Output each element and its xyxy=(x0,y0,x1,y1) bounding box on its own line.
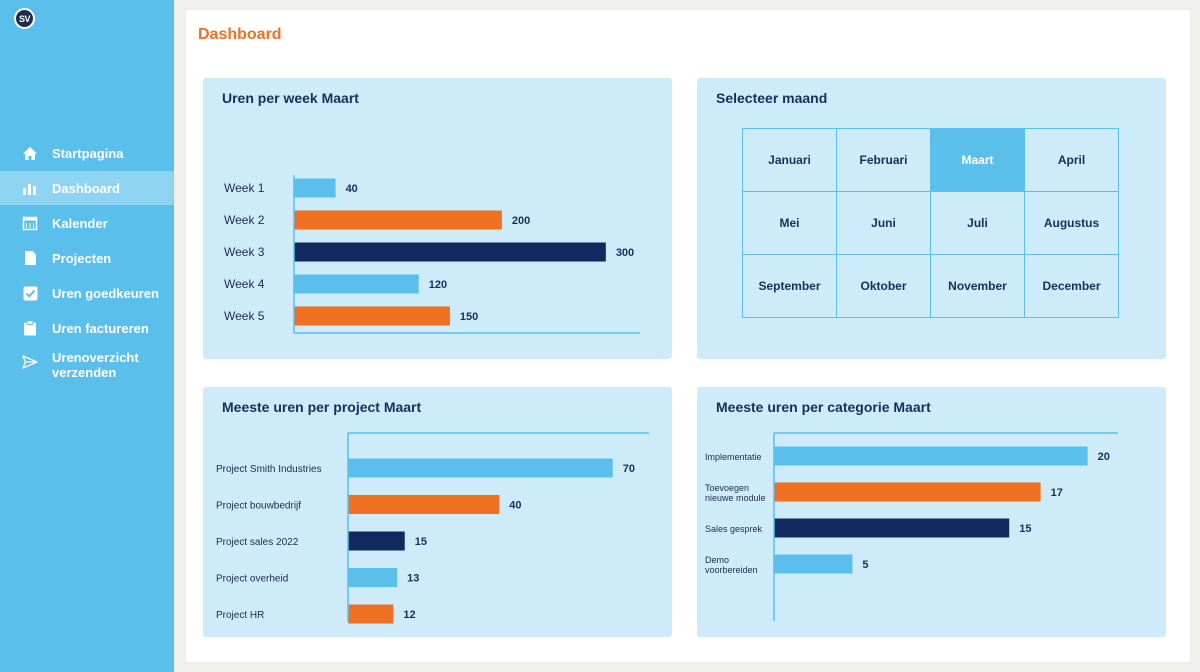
month-cell-oktober[interactable]: Oktober xyxy=(837,255,931,318)
bar-4 xyxy=(294,306,450,326)
logo[interactable]: SV xyxy=(14,8,35,29)
month-grid: Januari Februari Maart April Mei Juni Juli Augu… xyxy=(742,128,1119,318)
main-content: Dashboard Uren per week Maart 40 Week 1 20… xyxy=(186,10,1190,662)
data-label: 300 xyxy=(616,247,634,259)
sidebar-item-label: Urenoverzicht verzenden xyxy=(52,350,139,380)
data-label: 12 xyxy=(403,609,415,621)
month-cell-april[interactable]: April xyxy=(1025,129,1119,192)
send-icon xyxy=(22,354,38,370)
month-cell-mei[interactable]: Mei xyxy=(743,192,837,255)
category-label: nieuwe module xyxy=(705,493,766,503)
category-label: Demo xyxy=(705,555,729,565)
category-label: voorbereiden xyxy=(705,565,758,575)
data-label: 17 xyxy=(1051,487,1063,499)
sidebar-item-uren-factureren[interactable]: Uren factureren xyxy=(0,311,174,345)
data-label: 150 xyxy=(460,311,478,323)
bar-1 xyxy=(348,495,500,514)
category-label: Week 5 xyxy=(224,309,265,323)
category-label: Toevoegen xyxy=(705,483,749,493)
bar-0 xyxy=(294,178,336,198)
checkbox-icon xyxy=(22,285,38,301)
data-label: 5 xyxy=(862,559,868,571)
data-label: 40 xyxy=(346,183,358,195)
bar-2 xyxy=(348,531,405,551)
sidebar-item-label: Projecten xyxy=(52,250,112,266)
bar-2 xyxy=(294,242,606,262)
data-label: 15 xyxy=(1019,523,1031,535)
data-label: 120 xyxy=(429,279,447,291)
category-label: Project Smith Industries xyxy=(216,464,322,475)
chart-title: Meeste uren per project Maart xyxy=(222,399,422,415)
category-label: Week 3 xyxy=(224,245,265,259)
bar-3 xyxy=(348,568,398,587)
month-cell-juni[interactable]: Juni xyxy=(837,192,931,255)
data-label: 20 xyxy=(1098,451,1110,463)
calendar-icon xyxy=(22,215,38,231)
page-title: Dashboard xyxy=(198,26,282,43)
sidebar-item-label: Startpagina xyxy=(52,145,124,161)
category-label: Week 4 xyxy=(224,277,265,291)
chart-title: Uren per week Maart xyxy=(222,90,359,106)
bar-3 xyxy=(294,274,419,294)
data-label: 200 xyxy=(512,215,530,227)
bar-chart-icon xyxy=(22,180,38,196)
project-hours-chart: 70 Project Smith Industries 40 Project bouw… xyxy=(216,432,649,624)
chart-card-category-hours: Meeste uren per categorie Maart 20 Implem… xyxy=(697,387,1166,637)
bar-0 xyxy=(348,458,613,478)
month-cell-januari[interactable]: Januari xyxy=(743,129,837,192)
sidebar-item-kalender[interactable]: Kalender xyxy=(0,206,174,240)
month-cell-maart[interactable]: Maart xyxy=(931,129,1025,192)
month-cell-juli[interactable]: Juli xyxy=(931,192,1025,255)
data-label: 15 xyxy=(415,536,427,548)
sidebar-item-label: Dashboard xyxy=(52,180,120,196)
sidebar: SV Startpagina Dashboard Kalender Projec… xyxy=(0,0,174,672)
category-label: Week 2 xyxy=(224,213,265,227)
category-label: Project HR xyxy=(216,610,264,621)
sidebar-item-dashboard[interactable]: Dashboard xyxy=(0,171,174,205)
month-selector-title: Selecteer maand xyxy=(716,90,828,106)
sidebar-item-label: Uren factureren xyxy=(52,320,149,336)
home-icon xyxy=(22,145,38,161)
month-cell-november[interactable]: November xyxy=(931,255,1025,318)
month-cell-februari[interactable]: Februari xyxy=(837,129,931,192)
category-label: Week 1 xyxy=(224,181,265,195)
sidebar-item-uren-goedkeuren[interactable]: Uren goedkeuren xyxy=(0,276,174,310)
month-selector-card: Selecteer maand Januari Februari Maart Apri… xyxy=(697,78,1166,359)
sidebar-item-startpagina[interactable]: Startpagina xyxy=(0,136,174,170)
weekly-hours-chart: 40 Week 1 200 Week 2 300 Week 3 120 Week 4 150 We… xyxy=(224,175,640,334)
clipboard-icon xyxy=(22,320,38,336)
sidebar-item-projecten[interactable]: Projecten xyxy=(0,241,174,275)
bar-4 xyxy=(348,604,394,624)
data-label: 40 xyxy=(509,500,521,512)
bar-2 xyxy=(774,518,1010,538)
category-label: Project bouwbedrijf xyxy=(216,501,301,512)
category-label: Sales gesprek xyxy=(705,524,763,534)
chart-card-weekly-hours: Uren per week Maart 40 Week 1 200 Week 2 300… xyxy=(203,78,672,359)
bar-1 xyxy=(774,482,1041,502)
month-cell-december[interactable]: December xyxy=(1025,255,1119,318)
bar-1 xyxy=(294,210,502,230)
chart-card-project-hours: Meeste uren per project Maart 70 Project … xyxy=(203,387,672,637)
category-label: Implementatie xyxy=(705,452,762,462)
bar-0 xyxy=(774,446,1088,466)
sidebar-item-label: Kalender xyxy=(52,215,108,231)
bar-3 xyxy=(774,554,853,574)
month-cell-september[interactable]: September xyxy=(743,255,837,318)
sidebar-item-label: Uren goedkeuren xyxy=(52,285,159,301)
sidebar-item-urenoverzicht-verzenden[interactable]: Urenoverzicht verzenden xyxy=(0,346,174,384)
data-label: 13 xyxy=(407,573,419,585)
chart-title: Meeste uren per categorie Maart xyxy=(716,399,931,415)
document-icon xyxy=(22,250,38,266)
data-label: 70 xyxy=(623,463,635,475)
category-label: Project overheid xyxy=(216,574,288,585)
month-cell-augustus[interactable]: Augustus xyxy=(1025,192,1119,255)
category-label: Project sales 2022 xyxy=(216,537,299,548)
